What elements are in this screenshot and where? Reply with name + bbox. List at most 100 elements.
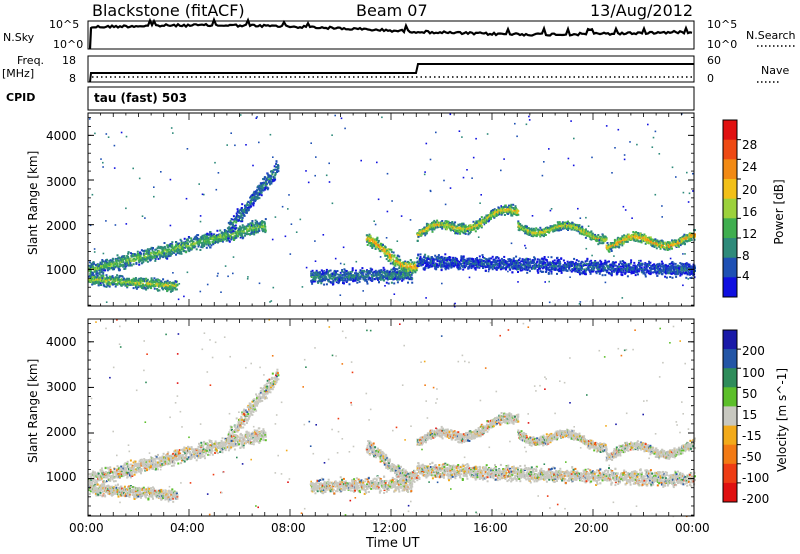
power-cell	[118, 256, 121, 259]
power-cell	[165, 285, 168, 288]
power-cell	[103, 267, 106, 270]
power-cell	[166, 255, 169, 258]
power-cell	[234, 217, 237, 219]
power-cell	[342, 279, 344, 282]
power-cell	[556, 221, 559, 224]
power-cell	[435, 226, 438, 229]
power-cell	[251, 220, 254, 222]
power-cell	[253, 231, 256, 234]
power-cell	[223, 229, 226, 231]
power-cell	[216, 236, 218, 239]
power-cell	[419, 253, 422, 256]
power-cell	[319, 271, 321, 274]
power-cell	[573, 223, 576, 226]
power-cell	[219, 229, 222, 232]
power-cell	[520, 224, 523, 227]
power-cell	[250, 225, 253, 228]
power-cell	[655, 244, 658, 247]
power-cell	[461, 229, 464, 232]
power-cell	[264, 229, 267, 232]
power-cell	[99, 269, 101, 272]
power-cell	[101, 281, 104, 284]
power-cell	[162, 246, 165, 249]
power-cell	[146, 252, 148, 255]
power-cell	[424, 232, 427, 234]
power-cell	[600, 242, 603, 245]
power-cell	[666, 249, 669, 251]
power-cell	[103, 285, 106, 288]
power-cell	[557, 222, 560, 225]
power-cell	[135, 287, 138, 290]
power-cell	[347, 271, 350, 274]
power-cell	[244, 234, 246, 237]
power-cell	[368, 233, 371, 236]
power-cell	[270, 170, 273, 173]
power-cell	[89, 272, 92, 275]
nave-label: Nave	[761, 64, 790, 77]
power-cell	[179, 246, 182, 249]
power-cell	[100, 263, 103, 266]
power-cell	[135, 279, 138, 282]
power-cell	[616, 243, 619, 246]
power-cell	[369, 242, 371, 244]
power-cell	[366, 275, 369, 278]
power-cell	[132, 263, 135, 266]
power-cell	[188, 240, 191, 243]
power-cell	[399, 258, 402, 261]
power-cell	[164, 254, 167, 257]
power-cell	[344, 269, 347, 272]
power-cell	[524, 232, 527, 235]
power-cell	[326, 272, 329, 275]
power-cell	[509, 209, 512, 212]
power-cell	[230, 229, 233, 232]
power-cell	[501, 211, 504, 214]
power-cell	[402, 274, 405, 277]
power-cell	[675, 246, 678, 248]
power-cell	[102, 260, 105, 263]
power-cell	[618, 245, 621, 248]
power-cell	[104, 280, 107, 283]
power-cell	[408, 272, 410, 274]
power-cell	[605, 237, 608, 240]
power-cell	[267, 187, 270, 190]
power-cell	[558, 229, 561, 232]
power-cell	[138, 263, 141, 266]
power-cell	[619, 243, 621, 246]
power-cell	[375, 242, 378, 245]
power-cell	[410, 273, 413, 276]
power-cell	[197, 234, 200, 237]
power-cell	[636, 239, 638, 242]
power-cell	[407, 277, 409, 280]
power-cell	[263, 181, 265, 184]
power-cell	[443, 224, 446, 226]
power-cell	[449, 228, 452, 231]
power-cell	[109, 275, 112, 278]
power-cell	[502, 206, 504, 209]
power-cell	[661, 240, 664, 243]
power-cell	[639, 232, 642, 235]
power-cell	[356, 275, 359, 278]
power-cell	[427, 255, 430, 258]
power-cell	[378, 269, 381, 272]
power-cell	[176, 283, 179, 286]
power-cell	[330, 281, 332, 284]
power-cell	[106, 278, 109, 281]
power-cell	[122, 261, 125, 264]
power-cell	[207, 239, 210, 242]
power-cell	[392, 251, 395, 254]
power-cell	[238, 219, 240, 222]
power-cell	[115, 261, 118, 264]
power-cell	[423, 226, 426, 229]
power-cell	[627, 234, 630, 237]
power-cell	[532, 231, 535, 234]
power-cell	[669, 245, 672, 248]
power-cell	[273, 165, 276, 168]
power-cell	[489, 215, 492, 218]
power-cell	[113, 282, 116, 284]
power-cell	[251, 194, 254, 197]
power-cell	[270, 175, 272, 178]
power-cell	[335, 270, 338, 273]
power-cell	[381, 271, 384, 274]
power-cell	[130, 264, 133, 267]
power-cell	[369, 234, 372, 237]
